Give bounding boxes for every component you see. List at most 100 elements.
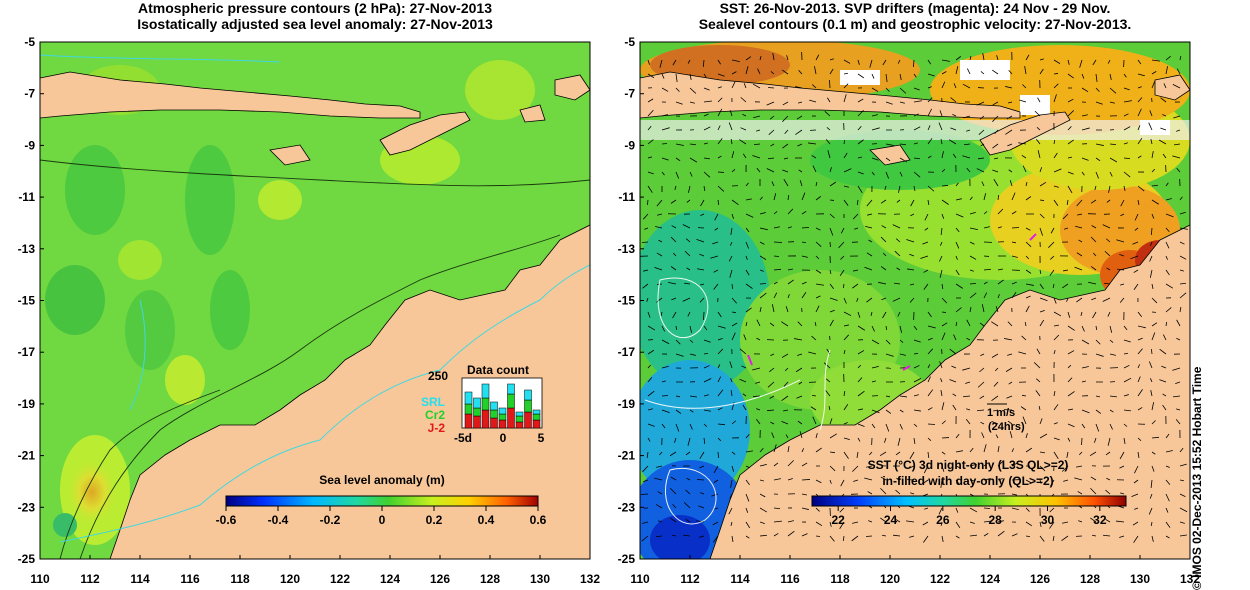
velocity-arrow (742, 393, 747, 397)
lat-tick-label: -13 (18, 242, 36, 256)
velocity-arrow (717, 125, 721, 131)
velocity-arrow (815, 182, 818, 187)
velocity-arrow (1106, 267, 1111, 271)
velocity-arrow (1107, 437, 1111, 446)
velocity-arrow (880, 517, 887, 523)
sla-colorbar-title: Sea level anomaly (m) (319, 473, 444, 487)
velocity-arrow (801, 479, 811, 481)
velocity-arrow (745, 307, 752, 313)
velocity-arrow (1090, 199, 1097, 204)
sealevel-contours (644, 277, 831, 525)
velocity-arrow (1151, 451, 1156, 455)
velocity-arrow (927, 348, 933, 355)
velocity-arrow (992, 169, 999, 173)
lon-tick-label: 116 (180, 572, 200, 586)
velocity-arrow (1049, 507, 1055, 513)
velocity-arrow (1007, 321, 1013, 327)
colorbar-tick-label: 0.4 (478, 513, 495, 527)
velocity-arrow (829, 535, 835, 542)
velocity-arrow (675, 395, 680, 398)
velocity-arrow (963, 115, 971, 119)
velocity-arrow (1131, 493, 1139, 497)
velocity-arrow (857, 171, 864, 175)
velocity-arrow (1133, 535, 1139, 543)
right-map: 1 m/s (24hrs) SST (°C) 3d night-only (L3… (640, 42, 1190, 559)
velocity-arrow (1005, 86, 1013, 89)
data-count-bar (464, 403, 473, 415)
velocity-arrow (815, 521, 823, 527)
velocity-arrow (913, 339, 921, 343)
lon-tick-label: 118 (230, 572, 250, 586)
velocity-arrow (661, 157, 669, 161)
velocity-arrow (1165, 479, 1171, 485)
velocity-arrow (717, 451, 719, 459)
velocity-arrow (994, 129, 999, 134)
velocity-arrow (1053, 152, 1058, 159)
velocity-arrow (767, 381, 775, 388)
velocity-arrow (1165, 198, 1172, 201)
velocity-arrow (669, 451, 677, 457)
velocity-arrow (923, 269, 929, 273)
velocity-arrow (798, 70, 803, 75)
velocity-arrow (675, 353, 684, 357)
lon-tick-label: 122 (330, 572, 350, 586)
velocity-arrow (885, 171, 890, 179)
velocity-arrow (1061, 535, 1069, 542)
velocity-arrow (969, 56, 972, 61)
velocity-arrow (1053, 139, 1056, 145)
velocity-arrow (997, 208, 1004, 215)
velocity-arrow (1151, 283, 1154, 289)
velocity-arrow (857, 350, 865, 355)
velocity-arrow (787, 208, 794, 215)
velocity-arrow (852, 283, 859, 289)
velocity-arrow (1119, 535, 1125, 538)
velocity-arrow (1120, 199, 1125, 207)
velocity-arrow (1076, 252, 1083, 257)
velocity-arrow (766, 168, 775, 173)
velocity-arrow (941, 151, 944, 159)
data-count-bar (524, 389, 532, 401)
velocity-arrow (1067, 325, 1075, 331)
velocity-arrow (731, 199, 739, 206)
velocity-arrow (689, 171, 693, 177)
velocity-arrow (979, 367, 985, 373)
velocity-arrow (969, 227, 978, 230)
velocity-arrow (910, 199, 915, 207)
velocity-arrow (782, 101, 789, 106)
velocity-arrow (671, 225, 677, 229)
velocity-arrow (1095, 143, 1104, 146)
velocity-arrow (1109, 395, 1117, 398)
lat-tick-label: -17 (18, 345, 36, 359)
velocity-arrow (798, 381, 803, 385)
velocity-arrow (1053, 334, 1060, 341)
velocity-arrow (829, 297, 838, 301)
velocity-arrow (771, 432, 775, 439)
velocity-arrow (1039, 451, 1045, 454)
velocity-arrow (969, 255, 977, 260)
velocity-arrow (949, 348, 957, 355)
velocity-arrow (997, 226, 1002, 229)
velocity-arrow (759, 521, 765, 524)
velocity-arrow (728, 255, 733, 262)
velocity-arrow (983, 507, 991, 509)
velocity-arrow (1039, 181, 1047, 187)
velocity-arrow (1137, 59, 1142, 65)
velocity-arrow (1053, 199, 1059, 207)
velocity-arrow (1163, 83, 1167, 89)
velocity-arrow (661, 127, 670, 131)
velocity-arrow (1039, 213, 1045, 219)
velocity-arrow (1011, 292, 1017, 299)
velocity-arrow (815, 433, 818, 439)
velocity-arrow (1053, 168, 1062, 173)
velocity-arrow (840, 255, 845, 260)
velocity-arrow (941, 420, 946, 425)
velocity-arrow (644, 227, 649, 230)
velocity-arrow (1019, 99, 1027, 103)
velocity-arrow (689, 395, 697, 398)
velocity-arrow (1123, 73, 1127, 78)
velocity-arrow (952, 404, 957, 411)
velocity-arrow (1151, 59, 1160, 62)
velocity-arrow (1165, 227, 1170, 233)
velocity-arrow (941, 59, 950, 62)
velocity-arrow (684, 282, 691, 285)
